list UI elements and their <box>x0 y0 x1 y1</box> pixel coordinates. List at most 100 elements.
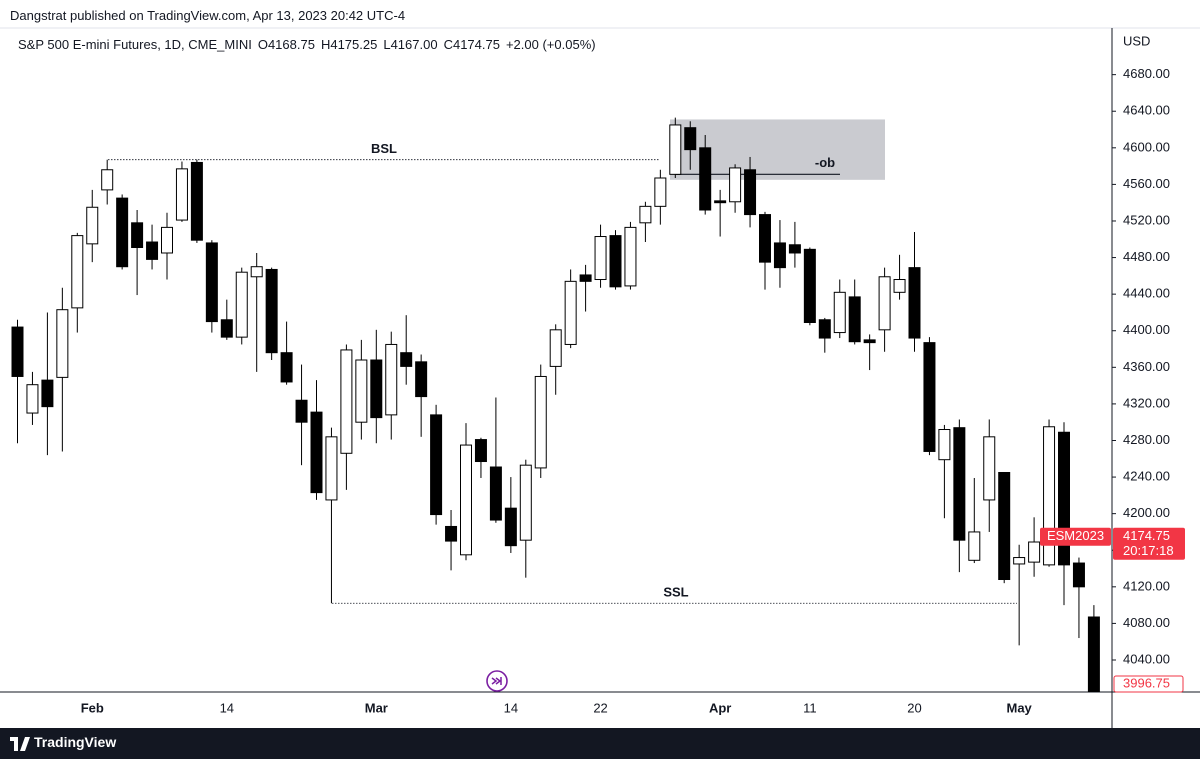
ohlc-low: L4167.00 <box>383 37 438 52</box>
candle-body <box>519 464 532 541</box>
candle-body <box>609 235 622 288</box>
candle-body <box>460 444 472 556</box>
footer-brand: TradingView <box>34 734 117 750</box>
candle-body <box>1013 557 1026 565</box>
candle-body <box>370 359 383 419</box>
candle-body <box>190 161 203 241</box>
y-tick-label: 4200.00 <box>1123 505 1170 520</box>
candle-body <box>818 319 831 339</box>
candle-body <box>654 177 667 207</box>
y-tick-label: 4520.00 <box>1123 212 1170 227</box>
candle-body <box>788 244 801 254</box>
candle-body <box>953 427 966 541</box>
x-tick-label: 14 <box>220 700 234 715</box>
candle-body <box>983 436 996 501</box>
candle-body <box>161 226 173 254</box>
replay-icon <box>486 670 508 692</box>
candle-body <box>280 352 293 383</box>
chart-title: S&P 500 E-mini Futures, 1D, CME_MINI <box>18 37 252 52</box>
y-tick-label: 4680.00 <box>1123 66 1170 81</box>
candle-body <box>1058 431 1070 566</box>
candle-body <box>833 291 846 334</box>
y-tick-label: 4400.00 <box>1123 322 1170 337</box>
annotation-label: -ob <box>815 155 835 170</box>
y-tick-label: 4080.00 <box>1123 615 1170 630</box>
candle-body <box>938 429 951 461</box>
candle-body <box>564 280 577 345</box>
candle-body <box>250 266 263 278</box>
x-tick-label: 14 <box>504 700 518 715</box>
candle-body <box>624 226 637 287</box>
candle-body <box>474 439 487 463</box>
chart: USD 4040.004080.004120.004160.004200.004… <box>0 27 1200 728</box>
candle-body <box>893 279 906 293</box>
candle-body <box>848 296 861 343</box>
published-note: Dangstrat published on TradingView.com, … <box>10 8 406 23</box>
footer: TradingView <box>0 728 1200 759</box>
candle-body <box>878 276 891 331</box>
candle-body <box>534 375 547 469</box>
candle-body <box>714 200 727 204</box>
logo-icon <box>10 737 30 751</box>
candle-body <box>923 342 936 452</box>
candle-body <box>968 531 981 561</box>
annotation-label: BSL <box>371 141 397 156</box>
candle-body <box>430 414 443 516</box>
candle-body <box>220 319 233 338</box>
candle-body <box>265 268 278 354</box>
candle-body <box>86 206 99 245</box>
symbol-label: ESM2023 <box>1047 528 1104 543</box>
low-marker-badge <box>1113 675 1184 693</box>
y-tick-label: 4560.00 <box>1123 176 1170 191</box>
x-tick-label: May <box>1007 700 1033 715</box>
candle-body <box>101 169 114 191</box>
candle-body <box>579 274 592 282</box>
x-tick-label: Feb <box>81 700 104 715</box>
ohlc-close: C4174.75 <box>443 37 500 52</box>
candle-body <box>235 271 248 338</box>
countdown-label: 20:17:18 <box>1123 543 1174 558</box>
candle-body <box>744 169 757 216</box>
y-tick-label: 4600.00 <box>1123 139 1170 154</box>
currency-label: USD <box>1123 33 1150 48</box>
ohlc-change: +2.00 (+0.05%) <box>505 37 596 52</box>
candle-body <box>385 343 398 416</box>
candle-body <box>773 242 786 269</box>
candle-body <box>400 352 413 367</box>
candle-body <box>415 361 428 398</box>
y-tick-label: 4120.00 <box>1123 578 1170 593</box>
candle-body <box>205 242 218 323</box>
candle-body <box>175 168 188 221</box>
last-price-label: 4174.75 <box>1123 528 1170 543</box>
candle-body <box>295 399 308 423</box>
candle-body <box>146 241 159 260</box>
symbol-badge <box>1040 527 1111 546</box>
candle-body <box>41 379 54 408</box>
candle-body <box>549 329 562 367</box>
candle-body <box>759 214 771 263</box>
candle-body <box>26 384 39 414</box>
candle-body <box>504 507 517 547</box>
candle-body <box>669 124 682 175</box>
plot-area <box>11 117 1100 692</box>
x-tick-label: 22 <box>593 700 607 715</box>
candle-body <box>699 147 712 211</box>
x-tick-label: Mar <box>365 700 388 715</box>
y-tick-label: 4280.00 <box>1123 432 1170 447</box>
x-tick-label: 11 <box>803 700 817 715</box>
candle-body <box>594 236 607 281</box>
candle-body <box>489 466 502 521</box>
candle-body <box>11 326 24 377</box>
candle-body <box>729 167 742 203</box>
y-tick-label: 4360.00 <box>1123 359 1170 374</box>
candle-body <box>908 267 921 339</box>
candle-body <box>71 235 84 309</box>
candle-body <box>355 359 368 423</box>
candle-body <box>998 471 1011 581</box>
candle-body <box>116 197 129 268</box>
last-price-badge <box>1113 527 1185 560</box>
candle-body <box>684 127 697 151</box>
y-tick-label: 4320.00 <box>1123 395 1170 410</box>
y-tick-label: 4040.00 <box>1123 651 1170 666</box>
